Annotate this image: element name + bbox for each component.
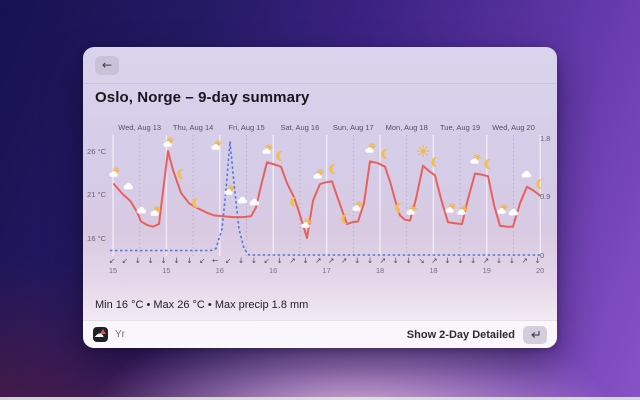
wind-arrow-icon: ↗: [341, 256, 348, 265]
wind-arrow-icon: ↙: [199, 256, 206, 265]
wind-arrow-icon: ↓: [353, 256, 361, 265]
weather-sun-cloud-icon: [469, 153, 481, 165]
x-tick-label: 18: [375, 266, 385, 275]
day-label: Fri, Aug 15: [228, 123, 265, 132]
cloud-icon: ☁: [94, 329, 104, 340]
wind-arrow-icon: ↓: [237, 256, 245, 265]
wind-arrow-icon: ↙: [108, 256, 116, 265]
wind-arrow-icon: ↓: [186, 256, 193, 265]
x-tick-label: 15: [108, 266, 118, 275]
temp-axis-label: 26 °C: [87, 146, 106, 156]
weather-moon-icon: [177, 169, 184, 179]
taskbar-strip: [0, 397, 640, 400]
wind-arrow-icon: ↗: [289, 256, 296, 265]
card-header: ←: [83, 47, 557, 84]
wind-arrow-icon: ↓: [405, 256, 412, 265]
wind-arrow-icon: ↓: [250, 256, 258, 265]
weather-sun-cloud-icon: [405, 204, 417, 216]
day-label: Wed, Aug 20: [492, 123, 535, 132]
wind-arrow-icon: ↓: [366, 256, 374, 265]
wind-arrow-icon: ↓: [534, 256, 541, 265]
footer-bar: ☁ Yr Show 2-Day Detailed: [83, 320, 557, 348]
wind-arrow-icon: ↓: [444, 256, 451, 265]
wind-arrow-icon: ↓: [147, 256, 154, 265]
wind-arrow-icon: ↓: [276, 256, 283, 265]
wind-arrow-icon: ↓: [134, 256, 141, 265]
day-label: Sun, Aug 17: [332, 123, 374, 132]
yr-logo-icon: ☁: [93, 327, 108, 342]
weather-sun-cloud-icon: [444, 202, 456, 214]
wind-arrow-icon: ↗: [431, 256, 438, 265]
wind-arrow-icon: ↓: [173, 256, 180, 265]
wind-arrow-icon: ↗: [482, 256, 490, 265]
return-arrow-icon: [531, 330, 540, 338]
x-tick-label: 17: [322, 266, 331, 275]
x-tick-label: 16: [269, 266, 278, 275]
summary-stats: Min 16 °C • Max 26 °C • Max precip 1.8 m…: [95, 299, 309, 311]
mountain-icon: [100, 329, 106, 334]
wind-arrow-icon: ↓: [457, 256, 464, 265]
weather-sun-cloud-icon: [149, 205, 161, 217]
x-tick-label: 15: [162, 266, 171, 275]
weather-moon-icon: [431, 157, 438, 167]
wind-arrow-icon: ↘: [418, 256, 425, 265]
weather-moon-icon: [484, 159, 491, 169]
forecast-chart-canvas: [108, 135, 543, 256]
temp-axis-label: 21 °C: [87, 190, 106, 199]
weather-cloud-icon: [508, 208, 519, 216]
source-label: Yr: [115, 329, 125, 340]
weather-card: ← Oslo, Norge – 9-day summary: [83, 47, 557, 348]
wind-arrow-icon: ↗: [328, 256, 335, 265]
weather-sun-cloud-icon: [261, 143, 273, 155]
back-button[interactable]: ←: [95, 56, 119, 75]
wind-arrow-icon: ↗: [379, 256, 387, 265]
enter-key-button[interactable]: [523, 325, 547, 344]
wind-arrow-icon: ↓: [508, 256, 516, 265]
weather-sun-cloud-icon: [351, 200, 363, 212]
day-label: Mon, Aug 18: [385, 123, 428, 132]
x-tick-label: 18: [429, 266, 438, 275]
x-tick-label: 16: [215, 266, 224, 275]
x-tick-label: 19: [482, 266, 491, 275]
wind-arrow-icon: ↙: [263, 256, 270, 265]
weather-sun-cloud-icon: [364, 142, 376, 154]
temperature-line: [113, 150, 541, 239]
x-tick-label: 20: [536, 266, 545, 275]
weather-moon-icon: [276, 151, 283, 161]
precipitation-line: [110, 141, 540, 256]
show-detailed-action[interactable]: Show 2-Day Detailed: [406, 328, 515, 341]
temp-axis-label: 16 °C: [87, 233, 106, 243]
day-label: Sat, Aug 16: [280, 123, 320, 132]
wind-arrow-icon: ↓: [302, 256, 309, 265]
precip-axis-label: 0: [540, 250, 545, 260]
weather-cloud-icon: [123, 182, 134, 190]
day-label: Thu, Aug 14: [172, 123, 214, 132]
weather-sun-cloud-icon: [312, 168, 324, 180]
precip-axis-label: 0.9: [540, 192, 551, 201]
page-title: Oslo, Norge – 9-day summary: [95, 89, 310, 106]
day-label: Tue, Aug 19: [440, 123, 481, 132]
wind-arrow-icon: ←: [212, 256, 219, 265]
weather-moon-icon: [381, 149, 388, 159]
weather-cloud-icon: [237, 196, 248, 204]
wind-arrow-icon: ↓: [495, 256, 503, 265]
weather-cloud-icon: [521, 170, 532, 178]
wind-arrow-icon: ↗: [521, 256, 528, 265]
wind-arrow-icon: ↓: [160, 256, 167, 265]
wind-arrow-icon: ↓: [392, 256, 399, 265]
wind-arrow-icon: ↙: [121, 256, 129, 265]
weather-sun-cloud-icon: [162, 136, 174, 148]
day-label: Wed, Aug 13: [118, 123, 162, 132]
weather-sun-cloud-icon: [108, 166, 120, 178]
forecast-chart: 15 Wed, Aug 13 15 Thu, Aug 14 16 Fri, Aug 15 1…: [83, 123, 557, 285]
weather-moon-icon: [329, 164, 336, 174]
weather-cloud-icon: [136, 206, 147, 214]
wind-arrow-icon: ↙: [224, 256, 232, 265]
wind-arrow-icon: ↓: [470, 256, 477, 265]
weather-moon-icon: [536, 179, 543, 189]
wind-arrow-icon: ↗: [315, 256, 322, 265]
precip-axis-label: 1.8: [540, 133, 551, 143]
weather-sun-cloud-icon: [496, 203, 508, 215]
weather-sun-icon: [417, 145, 429, 157]
